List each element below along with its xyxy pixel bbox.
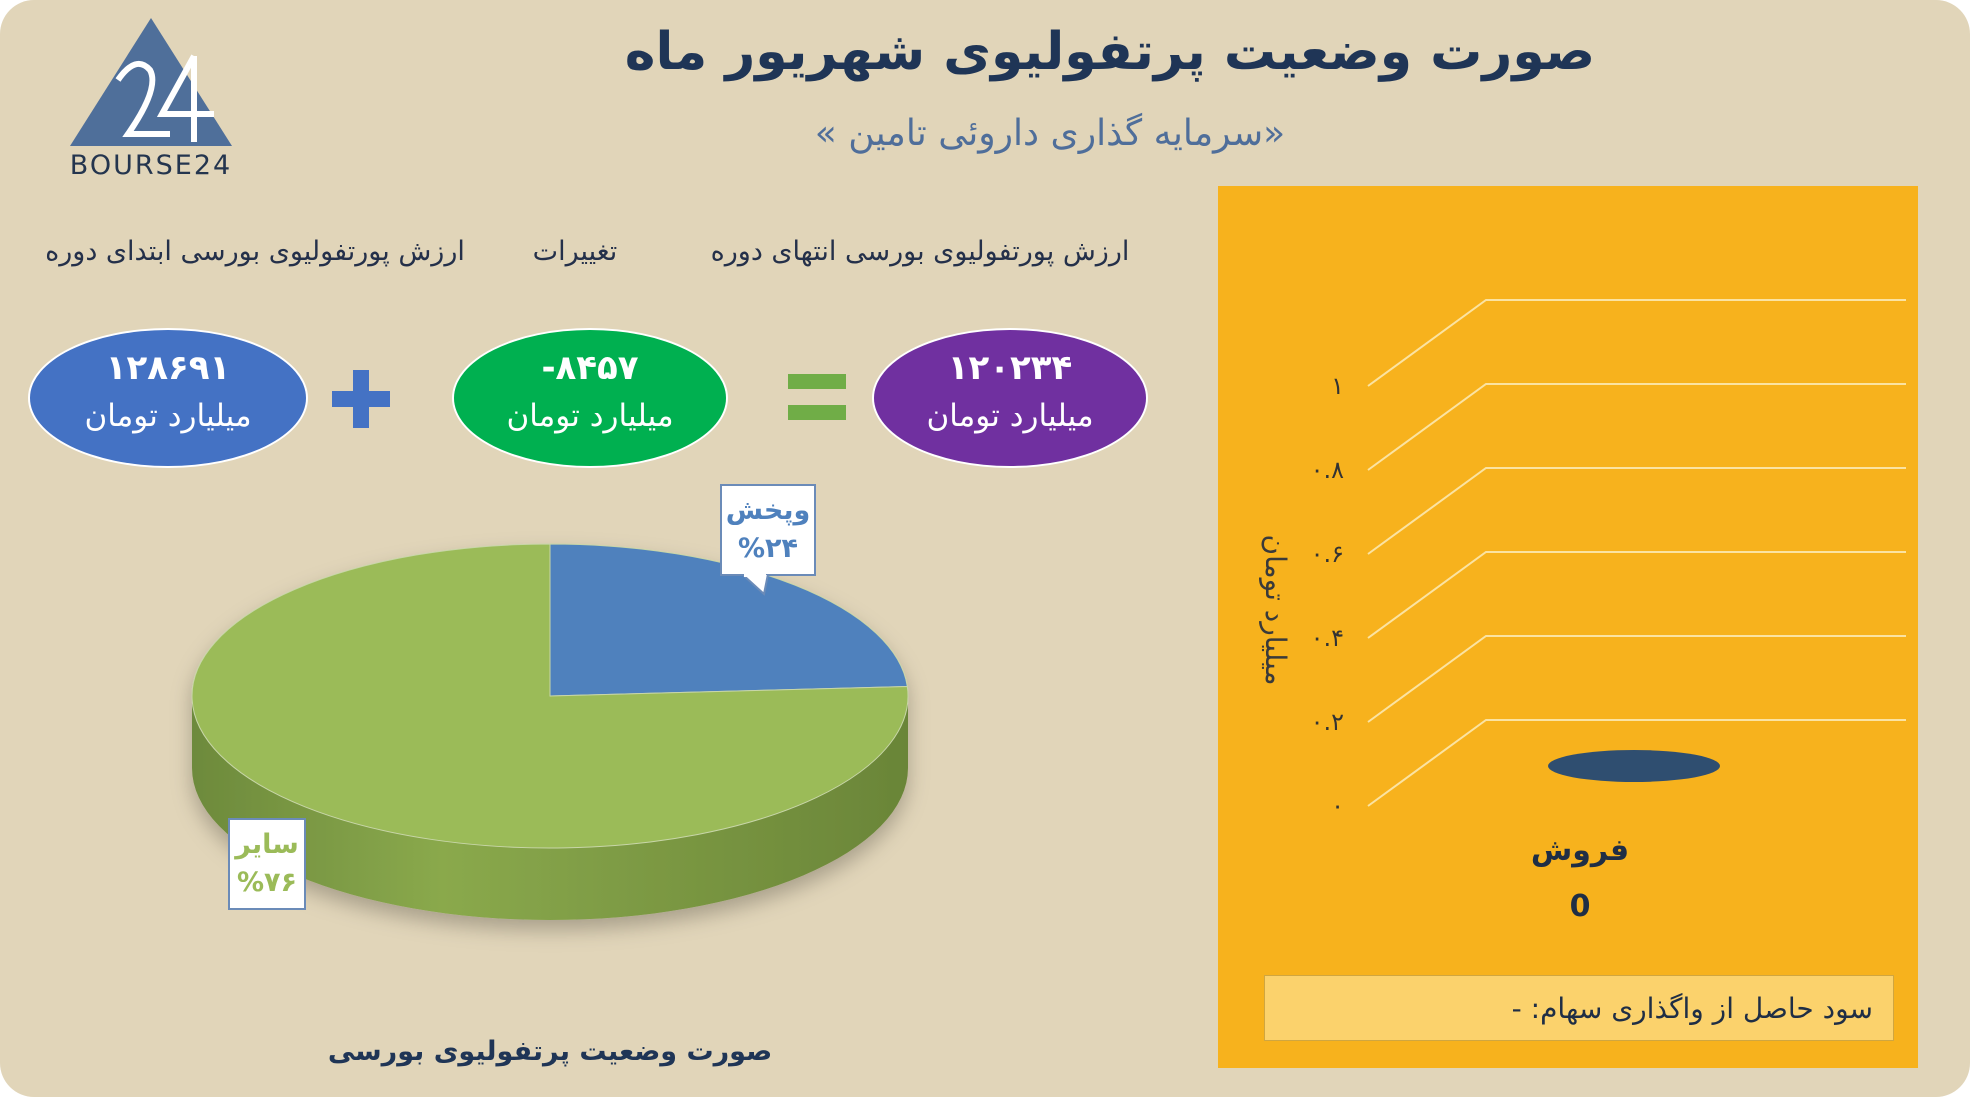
pie-chart — [191, 543, 909, 920]
pie-chart-title: صورت وضعیت پرتفولیوی بورسی — [327, 1036, 773, 1067]
change-value-oval: -۸۴۵۷ میلیارد تومان — [452, 328, 728, 468]
bar-value-label: 0 — [1570, 889, 1591, 924]
bar-gridline — [1367, 299, 1906, 387]
bar-ylabel: میلیارد تومان — [1259, 535, 1292, 686]
end-value-unit: میلیارد تومان — [926, 398, 1094, 434]
end-value: ۱۲۰۲۳۴ — [947, 348, 1073, 388]
end-value-oval: ۱۲۰۲۳۴ میلیارد تومان — [872, 328, 1148, 468]
callout-pointer-icon — [742, 574, 770, 596]
bar-gridline — [1367, 635, 1906, 723]
bar-category-label: فروش — [1531, 833, 1629, 868]
bar-ytick-label: ۱ — [1331, 372, 1344, 400]
bar-chart-panel: میلیارد تومان ۰ ۰.۲ ۰.۴ ۰.۶ ۰.۸ ۱ فروش 0 — [1218, 186, 1918, 1068]
bar-ytick-label: ۰.۲ — [1311, 708, 1344, 736]
pie-label: سایر — [235, 829, 299, 860]
equals-icon — [788, 374, 846, 420]
pie-pct: %۷۶ — [236, 867, 297, 898]
bar-gridline — [1367, 719, 1906, 807]
pie-label: وپخش — [725, 495, 811, 526]
profit-footer: سود حاصل از واگذاری سهام: - — [1264, 975, 1894, 1041]
callout-vpakhsh: وپخش %۲۴ — [720, 484, 816, 576]
pie-slice-1 — [191, 543, 909, 849]
pie-slice-0 — [549, 543, 908, 697]
bar-ytick-label: ۰.۴ — [1311, 624, 1344, 652]
start-value-unit: میلیارد تومان — [84, 398, 252, 434]
page-subtitle: «سرمایه گذاری داروئی تامین » — [814, 113, 1286, 154]
bar-gridline — [1367, 551, 1906, 639]
bar-chart: میلیارد تومان ۰ ۰.۲ ۰.۴ ۰.۶ ۰.۸ ۱ فروش 0 — [1259, 299, 1906, 924]
start-value: ۱۲۸۶۹۱ — [105, 348, 231, 388]
callout-sayer: سایر %۷۶ — [228, 818, 306, 910]
triangle-24-logo-icon — [70, 18, 232, 146]
change-value: -۸۴۵۷ — [541, 348, 639, 388]
end-value-label: ارزش پورتفولیوی بورسی انتهای دوره — [710, 236, 1130, 267]
bar-gridline — [1367, 383, 1906, 471]
bar-ytick-label: ۰.۶ — [1311, 540, 1344, 568]
change-value-unit: میلیارد تومان — [506, 398, 674, 434]
logo-text: BOURSE24 — [69, 150, 233, 181]
pie-pct: %۲۴ — [737, 533, 798, 564]
bar-gridline — [1367, 467, 1906, 555]
bar-mark-forush — [1548, 750, 1720, 782]
page-title: صورت وضعیت پرتفولیوی شهریور ماه — [624, 22, 1596, 82]
bar-ytick-label: ۰.۸ — [1311, 456, 1345, 484]
start-value-oval: ۱۲۸۶۹۱ میلیارد تومان — [28, 328, 308, 468]
start-value-label: ارزش پورتفولیوی بورسی ابتدای دوره — [45, 236, 465, 267]
bar-ytick-label: ۰ — [1331, 792, 1344, 820]
plus-icon — [332, 370, 390, 428]
pie-side-wall — [192, 696, 908, 920]
change-label: تغییرات — [532, 236, 618, 267]
